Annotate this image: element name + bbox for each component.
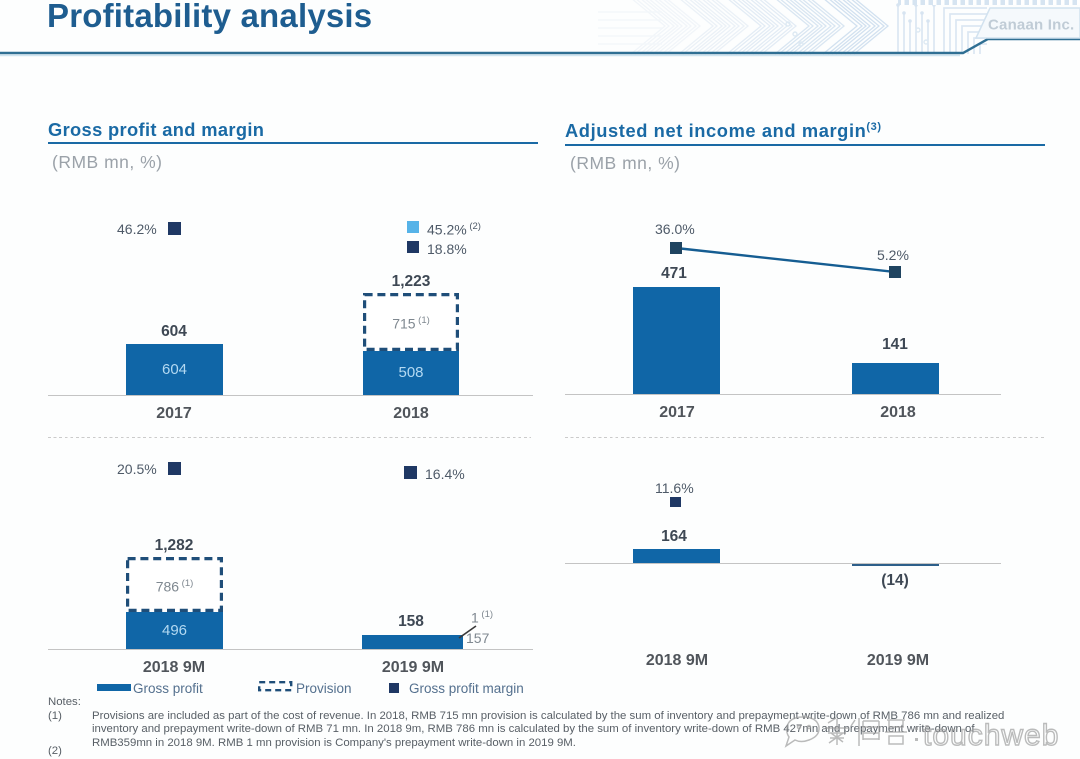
svg-text:touchweb: touchweb	[923, 719, 1059, 750]
svg-text:Canaan Inc.: Canaan Inc.	[988, 17, 1074, 34]
